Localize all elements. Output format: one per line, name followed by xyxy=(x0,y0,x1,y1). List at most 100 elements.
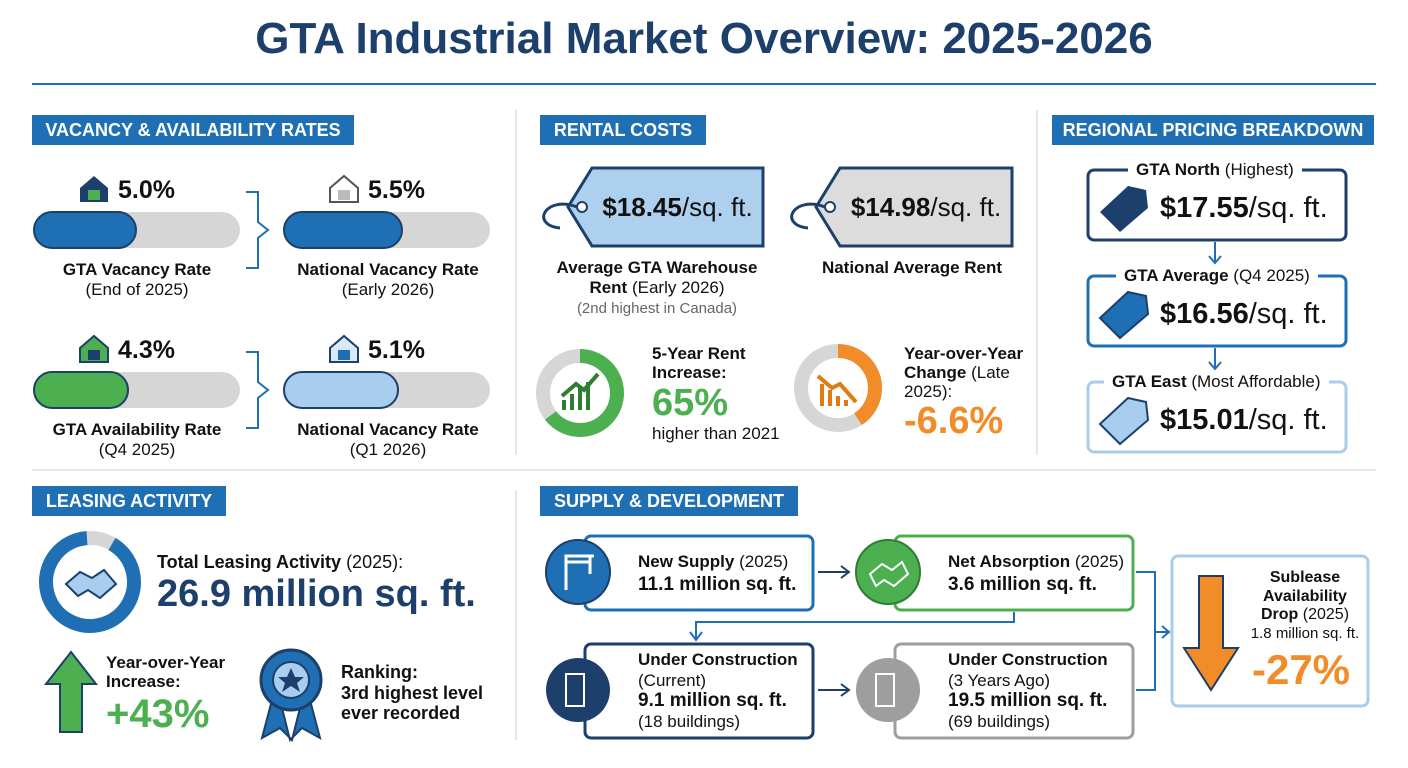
price-amount: $17.55 xyxy=(1160,192,1249,224)
rate-label: National Vacancy Rate xyxy=(297,420,479,439)
section-heading: LEASING ACTIVITY xyxy=(32,486,226,516)
price-tags xyxy=(542,166,1014,248)
price-unit: /sq. ft. xyxy=(681,192,753,222)
bracket xyxy=(246,351,270,429)
section-heading: SUPPLY & DEVELOPMENT xyxy=(540,486,798,516)
chart-icon xyxy=(816,374,858,406)
flow-title: Under Construction xyxy=(638,650,798,669)
flow-title: New Supply xyxy=(638,552,735,571)
rate-value: 4.3% xyxy=(118,336,175,364)
flow-value: 3.6 million sq. ft. xyxy=(948,574,1097,595)
ranking-value: 3rd highest level ever recorded xyxy=(341,683,484,723)
rate-period: (End of 2025) xyxy=(85,280,189,299)
tag-label: Average GTA Warehouse Rent xyxy=(556,258,758,297)
section-heading: REGIONAL PRICING BREAKDOWN xyxy=(1052,115,1374,145)
tag-note: (2nd highest in Canada) xyxy=(576,300,738,317)
building-icon xyxy=(875,673,895,707)
tag-string xyxy=(542,202,578,230)
flow-note: (18 buildings) xyxy=(638,711,741,731)
price-unit: /sq. ft. xyxy=(1248,298,1328,330)
rate-caption: National Vacancy Rate (Q1 2026) xyxy=(278,420,498,460)
region-qualifier: (Highest) xyxy=(1224,160,1294,179)
price-unit: /sq. ft. xyxy=(1248,404,1328,436)
tag xyxy=(814,166,1014,248)
tag-label: National Average Rent xyxy=(821,258,1003,277)
donuts xyxy=(38,344,882,633)
flow-value: 9.1 million sq. ft. xyxy=(638,690,787,711)
progress-bars xyxy=(33,191,490,429)
regional-boxes xyxy=(1086,168,1348,454)
leasing-total: 26.9 million sq. ft. xyxy=(157,573,476,615)
flow-period: (Current) xyxy=(638,670,707,690)
region-price: $15.01/sq. ft. xyxy=(1160,404,1328,437)
stat-value: -6.6% xyxy=(904,400,1004,442)
down-arrow xyxy=(1182,575,1240,692)
yoy-value: +43% xyxy=(106,692,210,736)
region-caption: GTA North (Highest) xyxy=(1128,160,1302,180)
rate-value: 5.5% xyxy=(368,176,425,204)
flow-title: Net Absorption xyxy=(948,552,1071,571)
bar-fill xyxy=(283,371,399,409)
rate-caption: GTA Availability Rate (Q4 2025) xyxy=(27,420,247,460)
flow-text: Net Absorption (2025) 3.6 million sq. ft. xyxy=(948,550,1124,596)
flow-value: 19.5 million sq. ft. xyxy=(948,690,1108,711)
section-heading: RENTAL COSTS xyxy=(540,115,706,145)
rate-period: (Q4 2025) xyxy=(98,440,176,459)
flow-period: (2025) xyxy=(1074,552,1125,571)
page-title: GTA Industrial Market Overview: 2025-202… xyxy=(255,14,1153,63)
sublease-change: -27% xyxy=(1251,646,1351,693)
price-amount: $15.01 xyxy=(1160,404,1249,436)
icon xyxy=(338,190,350,200)
arrow xyxy=(818,565,851,579)
crane-icon xyxy=(564,554,594,590)
arrow xyxy=(1208,242,1222,265)
price-unit: /sq. ft. xyxy=(1248,192,1328,224)
flow-text: Under Construction (Current) 9.1 million s… xyxy=(638,650,798,732)
icon xyxy=(80,176,108,202)
price-amount: $16.56 xyxy=(1160,298,1249,330)
tag xyxy=(566,166,765,248)
price-unit: /sq. ft. xyxy=(930,192,1002,222)
icon-circle xyxy=(856,658,920,722)
icon-circle xyxy=(546,658,610,722)
tag-icon xyxy=(1100,186,1148,232)
chart-icon xyxy=(560,372,600,410)
stat-caption: Year-over-Year Change (Late 2025): xyxy=(904,344,1029,401)
stat-label: Year-over-Year Change xyxy=(904,344,1024,382)
rate-label: National Vacancy Rate xyxy=(297,260,479,279)
icon xyxy=(329,334,359,363)
icon xyxy=(338,350,350,360)
tag-hole xyxy=(824,201,836,213)
tag-price: $18.45/sq. ft. xyxy=(592,192,763,223)
bar-fill xyxy=(283,211,403,249)
connector xyxy=(689,612,1015,642)
tag-caption: Average GTA Warehouse Rent (Early 2026) (… xyxy=(552,258,762,319)
region-name: GTA North xyxy=(1136,160,1221,179)
icon-circle xyxy=(545,539,611,605)
flow-text: New Supply (2025) 11.1 million sq. ft. xyxy=(638,550,796,596)
icon xyxy=(88,350,100,360)
stat-label: 5-Year Rent Increase: xyxy=(652,344,746,382)
flow-title: Under Construction xyxy=(948,650,1108,669)
supply-boxes xyxy=(545,534,1370,740)
rate-label: GTA Availability Rate xyxy=(52,420,222,439)
bar-fill xyxy=(33,371,129,409)
leasing-caption: Total Leasing Activity (2025): xyxy=(157,552,403,573)
rate-label: GTA Vacancy Rate xyxy=(62,260,212,279)
handshake-icon xyxy=(64,568,118,600)
region-qualifier: (Most Affordable) xyxy=(1191,372,1321,391)
yoy-label: Year-over-Year Increase: xyxy=(106,653,226,691)
donut-arc xyxy=(536,349,624,437)
handshake-icon xyxy=(868,560,910,588)
sublease-title: Sublease Availability Drop xyxy=(1260,569,1347,623)
rate-period: (Q1 2026) xyxy=(349,440,427,459)
tag-icon xyxy=(1098,290,1150,340)
bracket xyxy=(246,191,270,269)
leasing-icons xyxy=(43,648,323,742)
region-price: $16.56/sq. ft. xyxy=(1160,298,1328,331)
flow-period: (3 Years Ago) xyxy=(948,670,1051,690)
stat-value: 65% xyxy=(652,382,729,424)
